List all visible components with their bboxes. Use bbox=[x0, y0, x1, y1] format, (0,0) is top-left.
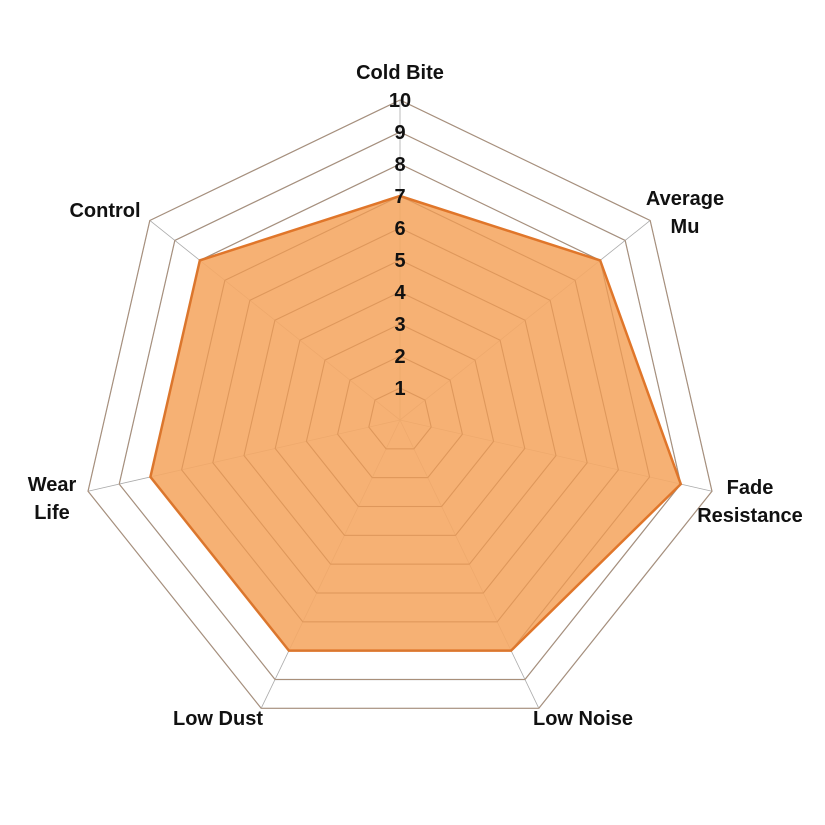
r-tick-label: 6 bbox=[394, 218, 405, 240]
grid-ring-overlay bbox=[243, 259, 557, 565]
r-tick-label: 10 bbox=[389, 90, 411, 112]
grid-ring-overlay bbox=[337, 355, 463, 479]
axis-label: Wear Life bbox=[28, 474, 77, 524]
r-tick-label: 5 bbox=[394, 250, 405, 272]
r-tick-label: 8 bbox=[394, 154, 405, 176]
axis-label: Cold Bite bbox=[356, 62, 444, 84]
r-tick-label: 3 bbox=[394, 314, 405, 336]
axis-label: Fade Resistance bbox=[697, 477, 803, 527]
grid-ring-overlay bbox=[274, 291, 526, 536]
grid-ring bbox=[118, 131, 682, 681]
grid-ring-overlay bbox=[181, 195, 619, 623]
r-tick-label: 7 bbox=[394, 186, 405, 208]
r-tick-label: 4 bbox=[394, 282, 406, 304]
axis-label: Low Dust bbox=[173, 708, 263, 730]
grid-ring-overlay bbox=[212, 227, 588, 594]
axis-label: Average Mu bbox=[646, 188, 724, 238]
grid-ring-overlay bbox=[149, 163, 651, 652]
r-tick-label: 9 bbox=[394, 122, 405, 144]
grid-ring-overlay bbox=[118, 131, 682, 680]
grid-ring-overlay bbox=[87, 99, 713, 709]
grid-ring bbox=[87, 99, 713, 709]
data-area bbox=[149, 194, 683, 652]
r-tick-label: 2 bbox=[394, 346, 405, 368]
grid-ring-overlay bbox=[305, 323, 495, 507]
r-tick-label: 1 bbox=[394, 378, 405, 400]
axis-label: Low Noise bbox=[533, 708, 633, 730]
grid-ring-overlay bbox=[368, 387, 432, 450]
axis-label: Control bbox=[69, 200, 140, 222]
